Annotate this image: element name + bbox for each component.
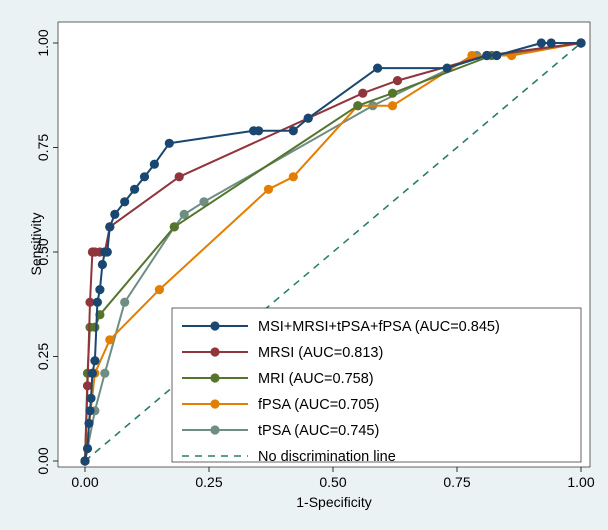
data-point [154, 285, 164, 295]
data-point [139, 172, 150, 182]
data-point [120, 197, 130, 207]
data-layer [80, 38, 586, 466]
data-point [130, 184, 140, 194]
y-tick-label: 1.00 [35, 29, 51, 56]
data-point [80, 456, 90, 466]
x-tick-label: 0.25 [195, 474, 222, 490]
data-point [254, 126, 264, 136]
data-point [105, 222, 115, 232]
data-point [536, 38, 546, 48]
data-point [90, 356, 100, 366]
data-point [169, 222, 179, 232]
data-point [164, 138, 174, 148]
data-point [576, 38, 586, 48]
y-axis-title: Sensitivity [28, 212, 44, 275]
data-point [467, 50, 477, 61]
data-point [288, 126, 298, 136]
legend-label: fPSA (AUC=0.705) [258, 397, 379, 413]
data-point [392, 76, 403, 86]
data-point [100, 368, 110, 378]
data-point [149, 159, 159, 169]
data-point [199, 197, 209, 207]
data-point [82, 381, 93, 391]
legend-label: MRSI (AUC=0.813) [258, 345, 383, 361]
data-point [102, 247, 112, 257]
axis-layer: 0.00 0.25 0.50 0.75 1.00 0.00 0.25 0.50 0.75 1.00 [35, 29, 595, 490]
data-point [85, 297, 95, 307]
y-tick-label: 0.00 [35, 447, 51, 474]
data-point [288, 172, 298, 182]
data-point [442, 63, 452, 73]
y-tick-label: 0.50 [35, 238, 51, 265]
x-tick-label: 0.50 [319, 474, 346, 490]
data-point [482, 50, 492, 61]
y-tick-label: 0.75 [35, 134, 51, 161]
series-line [84, 42, 582, 462]
legend-marker [210, 373, 220, 383]
legend-marker [210, 399, 220, 409]
data-point [387, 101, 398, 111]
data-point [263, 184, 274, 194]
data-point [97, 259, 107, 270]
legend-label: MRI (AUC=0.758) [258, 371, 374, 387]
y-tick-label: 0.25 [35, 343, 51, 370]
series-line [84, 42, 582, 462]
data-point [387, 88, 398, 98]
legend-marker [210, 321, 220, 331]
x-tick-label: 0.00 [71, 474, 98, 490]
legend-label: MSI+MRSI+tPSA+fPSA (AUC=0.845) [258, 319, 500, 335]
data-point [492, 50, 502, 61]
data-point [84, 418, 94, 428]
x-tick-label: 0.75 [443, 474, 470, 490]
data-point [92, 297, 102, 307]
data-point [174, 172, 184, 182]
legend-box [171, 307, 582, 463]
data-point [179, 209, 189, 219]
legend-marker [210, 425, 220, 435]
data-point [82, 443, 93, 454]
data-point [373, 63, 383, 73]
legend: MSI+MRSI+tPSA+fPSA (AUC=0.845) MRSI (AUC=… [171, 307, 582, 465]
data-point [87, 368, 97, 378]
legend-label: No discrimination line [258, 449, 396, 465]
data-point [303, 113, 313, 123]
legend-marker [210, 347, 220, 357]
data-point [85, 406, 95, 416]
data-point [120, 297, 130, 307]
x-tick-label: 1.00 [567, 474, 594, 490]
data-point [358, 88, 368, 98]
data-point [105, 335, 115, 345]
x-axis-title: 1-Specificity [296, 494, 371, 510]
data-point [86, 393, 96, 403]
data-point [95, 285, 105, 295]
data-point [90, 322, 100, 332]
data-point [546, 38, 556, 48]
legend-label: tPSA (AUC=0.745) [258, 423, 379, 439]
data-point [110, 209, 120, 219]
data-point [353, 101, 363, 111]
